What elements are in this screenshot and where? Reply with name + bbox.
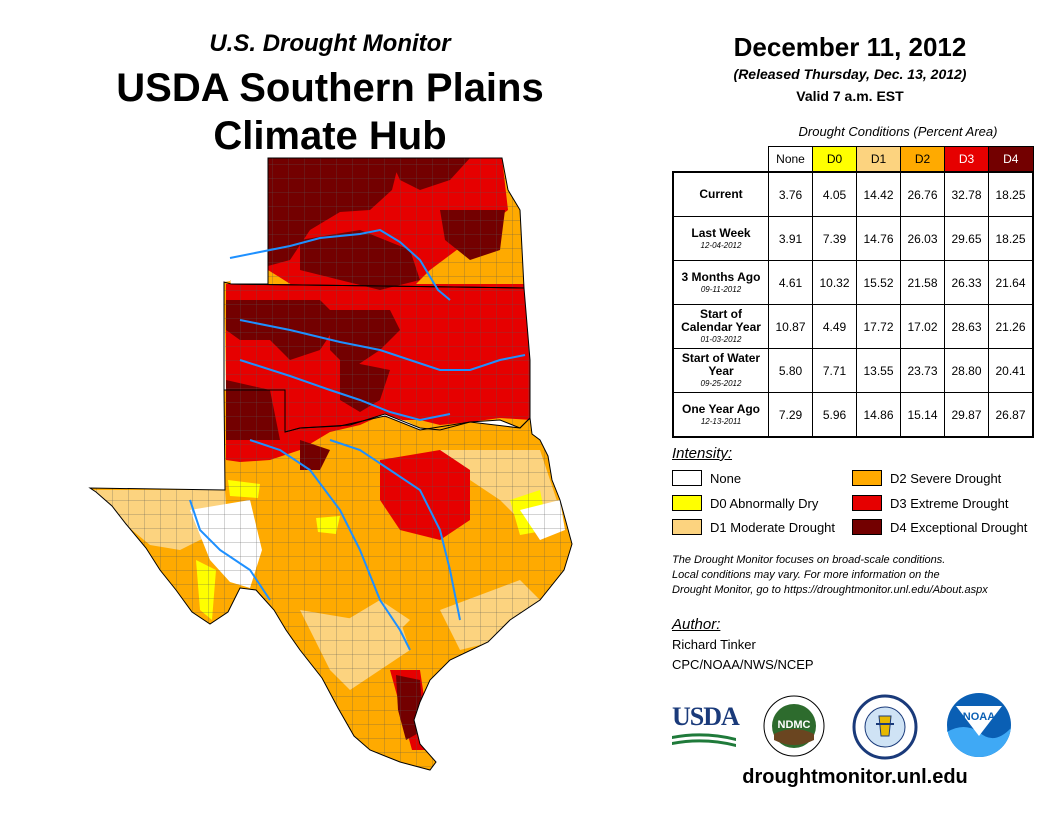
- table-row: 3 Months Ago 09-11-2012 4.61 10.32 15.52 …: [672, 260, 1034, 305]
- table-cell: 15.14: [900, 392, 945, 438]
- col-header-d1: D1: [856, 146, 901, 173]
- table-cell: 5.80: [768, 348, 813, 393]
- table-corner: [673, 147, 769, 173]
- table-cell: 18.25: [988, 171, 1034, 217]
- col-header-d3: D3: [944, 146, 989, 173]
- table-cell: 14.76: [856, 216, 901, 261]
- table-cell: 21.58: [900, 260, 945, 305]
- table-cell: 10.87: [768, 304, 813, 349]
- table-cell: 20.41: [988, 348, 1034, 393]
- col-header-none: None: [768, 146, 813, 173]
- col-header-d2: D2: [900, 146, 945, 173]
- row-label: One Year Ago 12-13-2011: [672, 392, 769, 438]
- author-org: CPC/NOAA/NWS/NCEP: [672, 657, 814, 672]
- table-row: Current 3.76 4.05 14.42 26.76 32.78 18.2…: [672, 171, 1034, 217]
- legend-item-d4: D4 Exceptional Drought: [852, 519, 1027, 535]
- table-cell: 10.32: [812, 260, 857, 305]
- table-cell: 13.55: [856, 348, 901, 393]
- legend-swatch: [672, 470, 702, 486]
- table-cell: 29.87: [944, 392, 989, 438]
- commerce-seal-icon: [852, 694, 918, 760]
- usda-logo: USDA: [672, 702, 740, 750]
- table-cell: 26.03: [900, 216, 945, 261]
- table-cell: 15.52: [856, 260, 901, 305]
- table-cell: 23.73: [900, 348, 945, 393]
- table-cell: 26.33: [944, 260, 989, 305]
- legend-item-d1: D1 Moderate Drought: [672, 519, 835, 535]
- row-label: 3 Months Ago 09-11-2012: [672, 260, 769, 305]
- legend-heading: Intensity:: [672, 445, 733, 462]
- footer-url[interactable]: droughtmonitor.unl.edu: [742, 766, 968, 788]
- noaa-logo-text: NOAA: [963, 711, 995, 723]
- row-label: Last Week 12-04-2012: [672, 216, 769, 261]
- map-subtitle: U.S. Drought Monitor: [209, 30, 451, 57]
- author-heading: Author:: [672, 616, 721, 633]
- table-cell: 4.61: [768, 260, 813, 305]
- table-cell: 28.80: [944, 348, 989, 393]
- table-caption: Drought Conditions (Percent Area): [798, 124, 998, 139]
- ndmc-logo-text: NDMC: [778, 719, 811, 731]
- table-row: Start of Calendar Year 01-03-2012 10.87 4…: [672, 304, 1034, 349]
- table-cell: 18.25: [988, 216, 1034, 261]
- legend-label: D2 Severe Drought: [890, 470, 1002, 486]
- table-cell: 21.26: [988, 304, 1034, 349]
- table-cell: 5.96: [812, 392, 857, 438]
- note-line: The Drought Monitor focuses on broad-sca…: [672, 554, 946, 566]
- legend-label: D4 Exceptional Drought: [890, 519, 1028, 535]
- release-date: (Released Thursday, Dec. 13, 2012): [733, 66, 967, 82]
- table-cell: 26.87: [988, 392, 1034, 438]
- table-cell: 7.39: [812, 216, 857, 261]
- legend-label: None: [710, 470, 742, 486]
- table-row: Start of Water Year 09-25-2012 5.80 7.71 …: [672, 348, 1034, 393]
- table-cell: 26.76: [900, 171, 945, 217]
- ndmc-logo: NDMC: [763, 695, 825, 757]
- map-title-line1: USDA Southern Plains: [116, 66, 544, 110]
- table-cell: 21.64: [988, 260, 1034, 305]
- col-header-d0: D0: [812, 146, 857, 173]
- map-title-line2: Climate Hub: [213, 114, 447, 158]
- usda-logo-text: USDA: [672, 702, 740, 731]
- legend-label: D3 Extreme Drought: [890, 495, 1009, 511]
- author-name: Richard Tinker: [672, 637, 756, 652]
- table-cell: 4.05: [812, 171, 857, 217]
- valid-time: Valid 7 a.m. EST: [796, 88, 904, 104]
- legend-label: D0 Abnormally Dry: [710, 495, 819, 511]
- table-row: One Year Ago 12-13-2011 7.29 5.96 14.86 1…: [672, 392, 1034, 438]
- legend-swatch: [852, 470, 882, 486]
- table-row: Last Week 12-04-2012 3.91 7.39 14.76 26.0…: [672, 216, 1034, 261]
- table-cell: 17.02: [900, 304, 945, 349]
- drought-conditions-table: None D0 D1 D2 D3 D4 Current 3.76 4.05 14…: [672, 146, 1034, 438]
- table-cell: 28.63: [944, 304, 989, 349]
- note-line: Drought Monitor, go to https://droughtmo…: [672, 584, 988, 596]
- note-line: Local conditions may vary. For more info…: [672, 569, 940, 581]
- legend-swatch: [672, 519, 702, 535]
- col-header-d4: D4: [988, 146, 1034, 173]
- table-cell: 14.42: [856, 171, 901, 217]
- row-label: Start of Calendar Year 01-03-2012: [672, 304, 769, 349]
- legend-item-none: None: [672, 470, 741, 486]
- legend-item-d2: D2 Severe Drought: [852, 470, 1001, 486]
- table-cell: 14.86: [856, 392, 901, 438]
- legend-swatch: [852, 495, 882, 511]
- legend-item-d0: D0 Abnormally Dry: [672, 495, 818, 511]
- disclaimer-note: The Drought Monitor focuses on broad-sca…: [672, 553, 1042, 598]
- legend-item-d3: D3 Extreme Drought: [852, 495, 1009, 511]
- usda-hills-icon: [672, 733, 736, 747]
- legend-swatch: [852, 519, 882, 535]
- table-cell: 29.65: [944, 216, 989, 261]
- map-date: December 11, 2012: [733, 32, 967, 62]
- legend-swatch: [672, 495, 702, 511]
- drought-map: [88, 157, 573, 771]
- noaa-logo: NOAA: [947, 693, 1011, 757]
- table-cell: 3.76: [768, 171, 813, 217]
- table-cell: 7.29: [768, 392, 813, 438]
- legend-label: D1 Moderate Drought: [710, 519, 836, 535]
- table-cell: 7.71: [812, 348, 857, 393]
- row-label: Start of Water Year 09-25-2012: [672, 348, 769, 393]
- table-cell: 4.49: [812, 304, 857, 349]
- row-label: Current: [672, 171, 769, 217]
- table-cell: 32.78: [944, 171, 989, 217]
- table-cell: 17.72: [856, 304, 901, 349]
- table-cell: 3.91: [768, 216, 813, 261]
